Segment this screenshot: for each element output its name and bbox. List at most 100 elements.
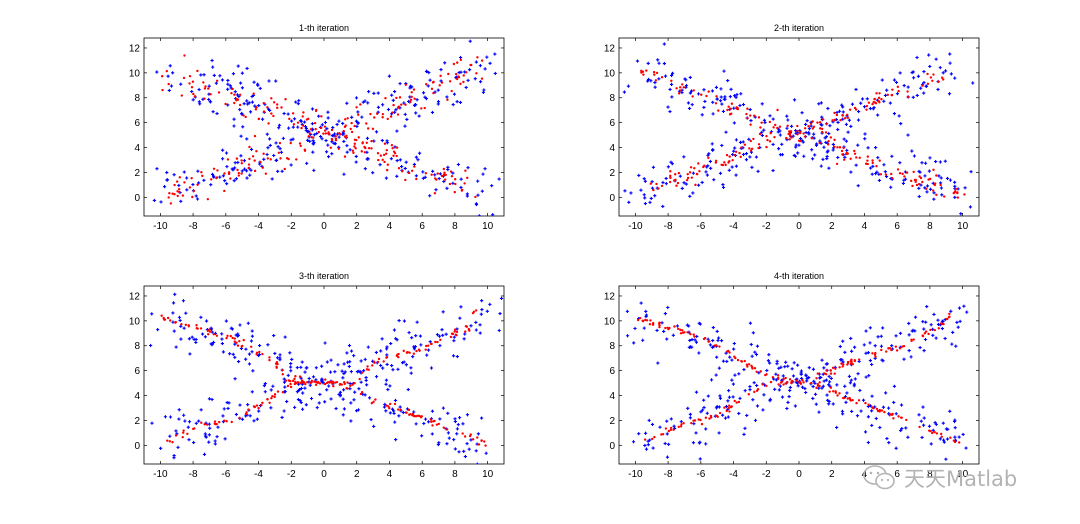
curve-point xyxy=(296,381,300,384)
curve-point xyxy=(926,72,929,76)
data-point xyxy=(311,139,315,143)
data-point xyxy=(250,100,255,104)
curve-point xyxy=(816,372,819,375)
curve-point xyxy=(181,435,184,439)
curve-point xyxy=(702,337,706,341)
data-point xyxy=(414,103,418,107)
curve-points-series xyxy=(160,54,484,205)
data-point xyxy=(268,137,272,141)
data-point xyxy=(662,42,666,46)
data-point xyxy=(649,196,653,201)
curve-point xyxy=(886,93,890,97)
data-point xyxy=(283,335,287,339)
data-point xyxy=(691,191,695,195)
data-point xyxy=(653,85,657,89)
data-point xyxy=(724,130,728,134)
curve-point xyxy=(267,122,270,125)
data-point xyxy=(257,409,261,413)
curve-point xyxy=(204,85,207,88)
data-point xyxy=(876,156,880,160)
data-point xyxy=(665,432,669,436)
curve-point xyxy=(244,412,248,416)
curve-point xyxy=(759,126,762,129)
data-point xyxy=(718,394,722,398)
data-point xyxy=(484,451,488,455)
data-point xyxy=(822,379,826,383)
data-point xyxy=(732,149,736,153)
curve-point xyxy=(641,319,644,322)
data-point xyxy=(431,169,435,173)
y-tick-label: 2 xyxy=(609,416,615,427)
plot-area xyxy=(625,301,969,461)
data-point xyxy=(814,402,818,406)
data-point xyxy=(190,335,194,339)
data-point xyxy=(363,393,367,397)
curve-point xyxy=(698,169,701,173)
data-point xyxy=(721,182,725,187)
curve-point xyxy=(360,371,364,374)
curve-point xyxy=(168,192,171,195)
data-point xyxy=(873,146,878,150)
curve-point xyxy=(705,94,708,98)
data-point xyxy=(407,331,411,335)
curve-point xyxy=(769,380,773,384)
curve-point xyxy=(692,89,695,92)
curve-point xyxy=(682,86,685,89)
curve-point xyxy=(746,117,749,120)
data-point xyxy=(868,358,873,363)
curve-point xyxy=(921,84,924,87)
data-point xyxy=(875,170,879,174)
data-point xyxy=(230,167,234,171)
data-point xyxy=(232,117,236,121)
data-point xyxy=(326,110,330,114)
data-point xyxy=(651,446,655,450)
curve-point xyxy=(345,386,348,390)
curve-point xyxy=(716,415,719,418)
curve-point xyxy=(255,404,259,407)
curve-point xyxy=(745,363,749,366)
curve-point xyxy=(230,91,233,95)
curve-point xyxy=(864,401,867,405)
data-point xyxy=(173,292,177,296)
curve-point xyxy=(257,406,260,410)
curve-point xyxy=(714,161,718,164)
data-point xyxy=(333,142,337,146)
data-point xyxy=(822,366,826,370)
data-point xyxy=(459,305,463,309)
data-point xyxy=(727,389,731,393)
data-point xyxy=(414,155,418,159)
curve-point xyxy=(183,181,186,184)
data-point xyxy=(771,168,775,173)
curve-point xyxy=(729,107,732,110)
curve-point xyxy=(778,125,782,128)
curve-point xyxy=(434,177,437,180)
curve-point xyxy=(459,58,463,62)
curve-point xyxy=(952,439,956,442)
curve-point xyxy=(688,171,692,174)
data-point xyxy=(786,400,790,405)
data-point xyxy=(737,411,741,416)
curve-point xyxy=(872,407,875,410)
data-point xyxy=(277,123,282,127)
data-point xyxy=(708,159,712,164)
data-point xyxy=(715,97,719,101)
data-point xyxy=(226,87,230,91)
data-point xyxy=(929,442,933,446)
data-point xyxy=(812,379,816,383)
curve-point xyxy=(841,365,844,368)
curve-point xyxy=(790,381,793,384)
curve-point xyxy=(370,401,374,405)
data-point xyxy=(436,88,440,92)
data-point xyxy=(312,168,316,172)
data-point xyxy=(932,191,936,195)
data-point xyxy=(664,182,668,186)
data-point xyxy=(666,105,670,109)
data-point xyxy=(927,53,931,57)
curve-point xyxy=(829,386,833,389)
data-point xyxy=(323,120,327,125)
data-point xyxy=(917,169,921,174)
curve-point xyxy=(411,414,414,417)
data-point xyxy=(207,97,211,102)
curve-point xyxy=(315,108,318,112)
data-point xyxy=(695,334,699,339)
